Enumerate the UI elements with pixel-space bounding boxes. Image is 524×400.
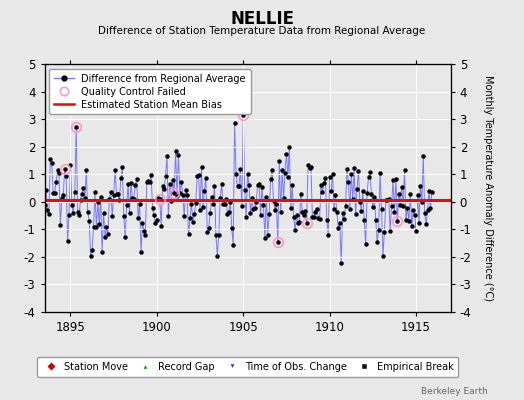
- Text: Berkeley Earth: Berkeley Earth: [421, 387, 487, 396]
- Text: Difference of Station Temperature Data from Regional Average: Difference of Station Temperature Data f…: [99, 26, 425, 36]
- Text: NELLIE: NELLIE: [230, 10, 294, 28]
- Y-axis label: Monthly Temperature Anomaly Difference (°C): Monthly Temperature Anomaly Difference (…: [483, 75, 493, 301]
- Legend: Station Move, Record Gap, Time of Obs. Change, Empirical Break: Station Move, Record Gap, Time of Obs. C…: [37, 357, 458, 376]
